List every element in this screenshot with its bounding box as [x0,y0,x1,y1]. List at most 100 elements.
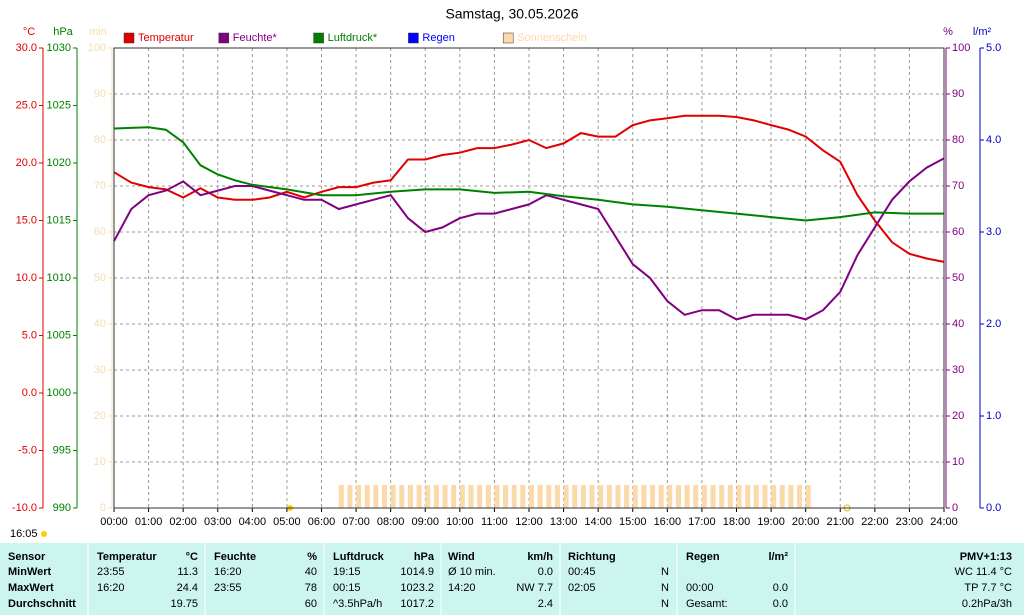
y-tick-label: 70 [94,180,106,192]
y-tick-label: 90 [94,88,106,100]
bar [727,485,733,508]
y-tick-label: 1020 [47,157,71,169]
y-tick-label: 100 [952,42,970,54]
x-tick-label: 10:00 [446,516,474,528]
y-tick-label: 1025 [47,99,71,111]
y-tick-label: 995 [53,444,71,456]
y-tick-label: 10 [94,456,106,468]
y-tick-label: 0 [100,502,106,514]
legend-label: Regen [422,32,454,44]
x-tick-label: 22:00 [861,516,889,528]
bar [520,485,526,508]
x-tick-label: 23:00 [896,516,924,528]
table-cell: 0.0 [773,598,788,610]
y-tick-label: 5.0 [22,329,37,341]
bar [425,485,431,508]
y-tick-label: 20 [952,410,964,422]
bar [356,485,362,508]
table-cell: 60 [305,598,317,610]
table-cell: 40 [305,566,317,578]
table-cell: 16:20 [97,582,125,594]
bar [537,485,543,508]
bar [658,485,664,508]
y-tick-label: 0.0 [986,502,1001,514]
y-tick-label: 80 [952,134,964,146]
y-tick-label: 100 [88,42,106,54]
table-cell: 78 [305,582,317,594]
bar [606,485,612,508]
bar [416,485,422,508]
y-tick-label: 4.0 [986,134,1001,146]
table-cell: 23:55 [97,566,125,578]
y-tick-label: 1005 [47,329,71,341]
table-header: Regen [686,551,720,563]
bar [736,485,742,508]
y-tick-label: -5.0 [18,444,37,456]
table-cell: 16:20 [214,566,242,578]
y-tick-label: 1000 [47,387,71,399]
legend-label: Luftdruck* [328,32,378,44]
bar [693,485,699,508]
bar [494,485,500,508]
y-tick-label: 2.0 [986,318,1001,330]
bar [753,485,759,508]
table-cell: WC 11.4 °C [955,566,1012,578]
table-cell: N [661,582,669,594]
table-header: l/m² [768,551,788,563]
y-tick-label: -10.0 [12,502,37,514]
table-cell: 23:55 [214,582,242,594]
bar [503,485,509,508]
x-tick-label: 21:00 [826,516,854,528]
x-tick-label: 00:00 [100,516,128,528]
bar [511,485,517,508]
x-tick-label: 14:00 [584,516,612,528]
bar [580,485,586,508]
table-cell: 1017.2 [400,598,434,610]
table-cell: 2.4 [538,598,553,610]
legend-label: Feuchte* [233,32,278,44]
table-cell: 0.0 [773,582,788,594]
bar [485,485,491,508]
plot-frame [113,47,945,509]
bar [779,485,785,508]
current-time: 16:05 [10,528,38,540]
bar [572,485,578,508]
bar [762,485,768,508]
axis-unit: hPa [53,26,73,38]
table-header: PMV+1:13 [960,551,1012,563]
bar [701,485,707,508]
table-cell: N [661,598,669,610]
y-tick-label: 50 [94,272,106,284]
series-line [113,114,945,263]
y-tick-label: 0 [952,502,958,514]
x-tick-label: 02:00 [169,516,197,528]
bar [641,485,647,508]
table-header: Feuchte [214,551,256,563]
table-cell: 0.0 [538,566,553,578]
y-tick-label: 70 [952,180,964,192]
y-tick-label: 40 [94,318,106,330]
bar [407,485,413,508]
table-cell: 1014.9 [400,566,434,578]
table-cell: 24.4 [177,582,198,594]
table-cell: TP 7.7 °C [964,582,1012,594]
axis-unit: l/m² [973,26,992,38]
y-tick-label: 15.0 [16,214,37,226]
bar [529,485,534,508]
y-tick-label: 60 [94,226,106,238]
table-header: hPa [414,551,435,563]
bar [632,485,638,508]
bar [710,485,716,508]
y-tick-label: 990 [53,502,71,514]
table-header: Temperatur [97,551,157,563]
y-tick-label: 60 [952,226,964,238]
y-tick-label: 40 [952,318,964,330]
bar [442,485,448,508]
bar [788,485,794,508]
y-tick-label: 0.0 [22,387,37,399]
row-label: MinWert [8,566,52,578]
series-line [113,126,944,222]
bar [554,485,560,508]
x-tick-label: 03:00 [204,516,232,528]
